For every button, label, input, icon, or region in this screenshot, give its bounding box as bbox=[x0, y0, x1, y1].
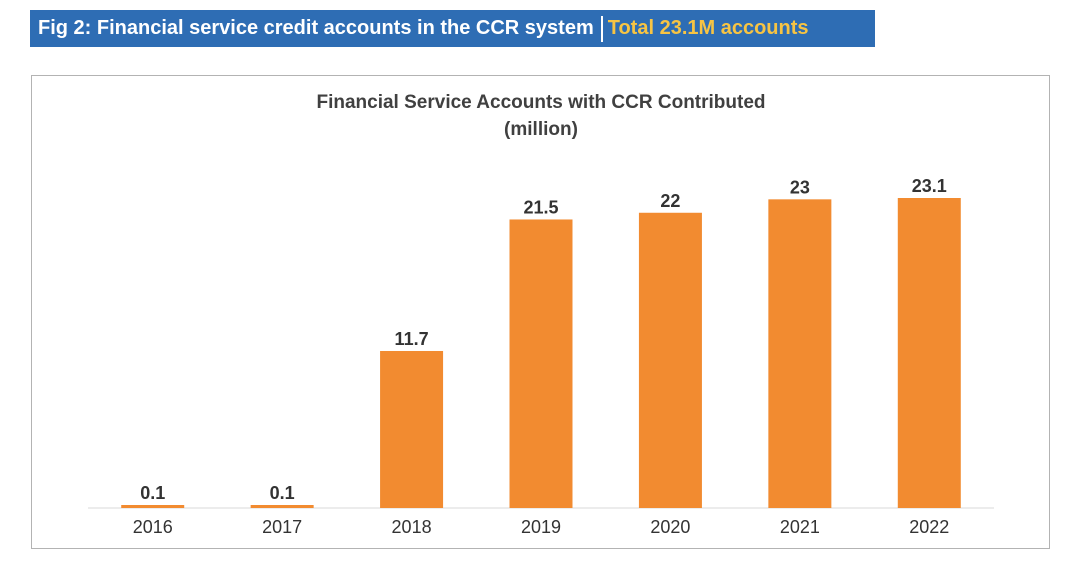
chart-frame: Financial Service Accounts with CCR Cont… bbox=[31, 75, 1050, 549]
x-tick-label-2017: 2017 bbox=[262, 517, 302, 537]
figure-highlight: Total 23.1M accounts bbox=[607, 17, 809, 39]
bar-2017 bbox=[250, 505, 314, 508]
data-labels: 0.1 0.1 11.7 21.5 22 23 23.1 bbox=[140, 176, 947, 503]
x-tick-label-2022: 2022 bbox=[909, 517, 949, 537]
data-label-2022: 23.1 bbox=[912, 176, 947, 196]
bar-2020 bbox=[638, 212, 702, 508]
bar-2021 bbox=[768, 199, 832, 508]
x-tick-label-2018: 2018 bbox=[392, 517, 432, 537]
figure-banner: Fig 2: Financial service credit accounts… bbox=[30, 10, 875, 47]
data-label-2017: 0.1 bbox=[270, 483, 295, 503]
chart-title: Financial Service Accounts with CCR Cont… bbox=[316, 92, 765, 113]
x-tick-label-2020: 2020 bbox=[650, 517, 690, 537]
data-label-2019: 21.5 bbox=[523, 197, 558, 217]
x-tick-label-2021: 2021 bbox=[780, 517, 820, 537]
bar-2018 bbox=[380, 350, 444, 508]
x-tick-labels: 2016 2017 2018 2019 2020 2021 2022 bbox=[133, 517, 950, 537]
figure-caption: Fig 2: Financial service credit accounts… bbox=[38, 17, 594, 39]
bar-series bbox=[121, 198, 961, 508]
data-label-2016: 0.1 bbox=[140, 483, 165, 503]
data-label-2021: 23 bbox=[790, 177, 810, 197]
data-label-2018: 11.7 bbox=[395, 329, 429, 349]
bar-2016 bbox=[121, 505, 185, 508]
chart-subtitle: (million) bbox=[504, 119, 578, 140]
caption-separator bbox=[600, 15, 603, 42]
x-tick-label-2016: 2016 bbox=[133, 517, 173, 537]
bar-chart: Financial Service Accounts with CCR Cont… bbox=[88, 92, 994, 537]
bar-2022 bbox=[897, 198, 961, 508]
x-tick-label-2019: 2019 bbox=[521, 517, 561, 537]
bar-2019 bbox=[509, 219, 573, 508]
data-label-2020: 22 bbox=[660, 191, 680, 211]
